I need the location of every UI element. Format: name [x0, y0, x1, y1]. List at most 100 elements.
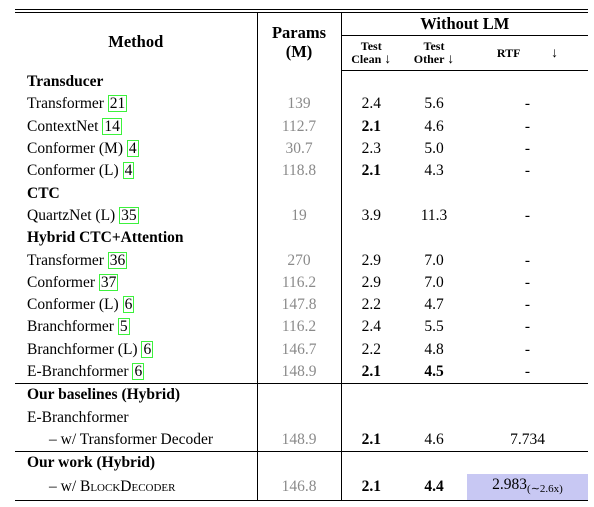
citation-number: 21	[109, 95, 126, 113]
rtf-value: 2.983	[492, 476, 528, 494]
section-header: Transducer	[15, 70, 588, 94]
method-name: ContextNet	[27, 117, 99, 135]
section-header: CTC	[15, 182, 588, 205]
citation-link[interactable]: 5	[117, 318, 130, 336]
test-clean-cell: 2.4	[340, 316, 401, 339]
params-cell: 116.2	[256, 316, 341, 339]
citation-link[interactable]: 4	[126, 140, 139, 158]
test-clean-cell: 2.2	[340, 338, 401, 361]
test-other-cell: 5.5	[424, 318, 444, 336]
rtf-cell: 7.734	[510, 430, 545, 448]
citation-number: 6	[124, 296, 133, 314]
test-clean-cell: 2.2	[340, 293, 401, 317]
method-name: Conformer	[27, 273, 96, 291]
params-cell: 148.9	[256, 360, 341, 384]
section-header: Hybrid CTC+Attention	[15, 227, 588, 250]
empty-cell	[340, 383, 588, 407]
header-rtf-label: RTF	[496, 45, 521, 60]
empty-cell	[256, 70, 341, 94]
citation-link[interactable]: 37	[98, 273, 119, 291]
method-cell: Branchformer 5	[15, 316, 257, 338]
test-other-cell: 4.5	[424, 363, 444, 380]
top-rule	[15, 9, 588, 13]
test-clean-cell: 2.1	[340, 428, 401, 452]
method-cell: ContextNet 14	[15, 116, 257, 138]
method-cell: – w/ BlockDecoder	[15, 474, 257, 502]
section-header-baselines: Our baselines (Hybrid)	[15, 383, 588, 407]
rtf-cell: -	[524, 206, 531, 224]
rtf-cell: -	[524, 340, 531, 358]
params-cell: 118.8	[256, 160, 341, 183]
method-cell: Transformer 21	[15, 93, 257, 115]
params-cell: 139	[256, 93, 341, 116]
table-row: QuartzNet (L) 35 19 3.9 11.3-	[15, 204, 588, 228]
citation-number: 36	[109, 251, 126, 269]
params-cell: 116.2	[256, 271, 341, 294]
method-prefix: – w/	[49, 478, 80, 496]
header-test-clean-line2: Clean	[351, 52, 382, 66]
method-name: Transformer	[27, 95, 104, 113]
citation-link[interactable]: 6	[122, 296, 135, 314]
method-name: Transformer	[27, 251, 104, 269]
rtf-cell: -	[524, 273, 531, 291]
method-name: Branchformer	[27, 318, 114, 336]
empty-cell	[340, 70, 588, 94]
params-cell: 148.9	[256, 428, 341, 452]
table-row: E-Branchformer	[15, 406, 588, 429]
citation-link[interactable]: 21	[107, 95, 128, 113]
test-other-cell: 4.6	[424, 430, 444, 448]
table-row: – w/ BlockDecoder 146.8 2.1 4.4 2.983(∼2.6x)	[15, 474, 588, 502]
citation-link[interactable]: 36	[107, 251, 128, 269]
method-name: QuartzNet (L)	[27, 206, 116, 224]
citation-number: 6	[134, 363, 143, 380]
test-other-cell: 5.6	[424, 95, 444, 113]
test-clean-cell: 2.1	[340, 474, 401, 502]
table-row: ContextNet 14 112.7 2.1 4.6-	[15, 115, 588, 138]
table-row: Transformer 36 270 2.9 7.0-	[15, 249, 588, 272]
method-cell: Conformer 37	[15, 272, 257, 294]
rtf-cell: -	[524, 162, 531, 180]
method-cell: Conformer (L) 4	[15, 160, 257, 182]
test-other-cell: 4.4	[401, 474, 467, 502]
method-cell: E-Branchformer 6	[15, 361, 257, 384]
test-other-cell: 4.3	[424, 162, 444, 180]
method-name: – w/ Transformer Decoder	[49, 430, 214, 448]
citation-link[interactable]: 6	[141, 340, 154, 358]
method-name: E-Branchformer	[27, 363, 129, 380]
params-cell: 146.7	[256, 338, 341, 361]
citation-number: 35	[121, 206, 137, 224]
table-row: Transformer 21 139 2.4 5.6-	[15, 93, 588, 116]
empty-cell	[340, 406, 588, 429]
method-cell: Conformer (L) 6	[15, 294, 257, 316]
params-cell: 146.8	[256, 474, 341, 502]
test-clean-cell: 2.1	[340, 160, 401, 183]
test-other-cell: 7.0	[424, 251, 444, 269]
method-name: Conformer (L)	[27, 296, 119, 314]
test-other-cell: 7.0	[424, 273, 444, 291]
test-clean-cell: 3.9	[340, 204, 401, 228]
citation-link[interactable]: 6	[132, 363, 145, 380]
header-method: Method	[108, 31, 164, 51]
table-row: Conformer (L) 6 147.8 2.2 4.7-	[15, 293, 588, 317]
params-cell: 30.7	[256, 137, 341, 161]
citation-link[interactable]: 4	[122, 162, 135, 180]
citation-link[interactable]: 35	[119, 206, 139, 224]
table-row: Conformer (M) 4 30.7 2.3 5.0-	[15, 137, 588, 161]
params-cell: 147.8	[256, 293, 341, 317]
rtf-cell: -	[524, 117, 531, 135]
test-other-cell: 11.3	[420, 206, 448, 224]
section-header-ours: Our work (Hybrid)	[15, 451, 588, 475]
header-test-clean: Test Clean ↓	[340, 35, 401, 71]
header-test-other-line1: Test	[423, 39, 445, 53]
section-title: Transducer	[27, 72, 104, 90]
results-table: Method Params (M) Without LM Test Clean …	[15, 9, 588, 502]
header-rtf: RTF ↓	[467, 35, 588, 71]
section-title: Hybrid CTC+Attention	[27, 229, 184, 247]
down-arrow-icon: ↓	[447, 52, 455, 67]
test-clean-cell: 2.1	[340, 115, 401, 138]
method-cell: Transformer 36	[15, 249, 257, 271]
rtf-cell: -	[524, 318, 531, 336]
down-arrow-icon: ↓	[384, 52, 392, 67]
citation-link[interactable]: 14	[102, 117, 122, 135]
header-params-line2: (M)	[285, 41, 313, 61]
